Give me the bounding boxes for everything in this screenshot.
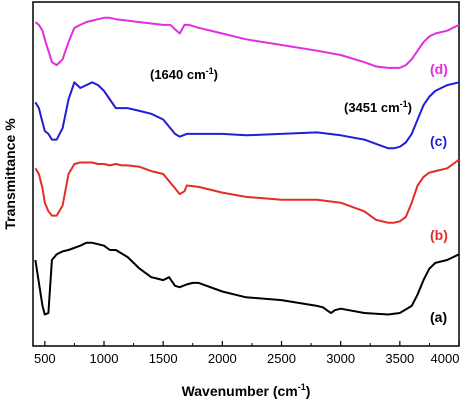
curve-labels: (a) (b) (c) (d): [430, 61, 448, 325]
series-line-c: [34, 81, 460, 150]
series-line-b: [34, 158, 460, 224]
curve-label-a: (a): [430, 309, 447, 325]
x-axis-title-sup: -1: [298, 382, 306, 392]
curve-label-d: (d): [430, 61, 448, 77]
x-tick-label: 2000: [208, 351, 237, 366]
x-tick-label: 4000: [431, 351, 460, 366]
x-tick-label: 1000: [90, 351, 119, 366]
x-tick-label: 1500: [149, 351, 178, 366]
annotation-1640: (1640 cm-1): [150, 66, 218, 82]
curve-label-c: (c): [430, 133, 447, 149]
x-tick-label: 3500: [385, 351, 414, 366]
annotation-3451: (3451 cm-1): [344, 99, 412, 115]
series-line-a: [34, 241, 460, 316]
plot-frame: [32, 1, 460, 347]
curve-label-b: (b): [430, 227, 448, 243]
y-axis-title: Transmittance %: [2, 118, 18, 230]
x-ticks: 500 1000 1500 2000 2500 3000 3500 4000: [34, 341, 460, 366]
annotation-3451-sup: -1: [400, 99, 408, 109]
x-axis-title-main: Wavenumber (cm: [182, 383, 298, 399]
series-group: [34, 16, 460, 316]
annotation-1640-pre: (1640 cm: [150, 67, 206, 82]
annotation-3451-pre: (3451 cm: [344, 100, 400, 115]
annotation-1640-post: ): [214, 67, 218, 82]
series-line-d: [34, 16, 460, 69]
x-tick-label: 2500: [267, 351, 296, 366]
x-tick-label: 3000: [326, 351, 355, 366]
x-axis-title-end: ): [306, 383, 311, 399]
annotation-3451-post: ): [408, 100, 412, 115]
annotation-1640-sup: -1: [206, 66, 214, 76]
x-tick-label: 500: [34, 351, 56, 366]
x-axis-title: Wavenumber (cm-1): [182, 382, 311, 399]
